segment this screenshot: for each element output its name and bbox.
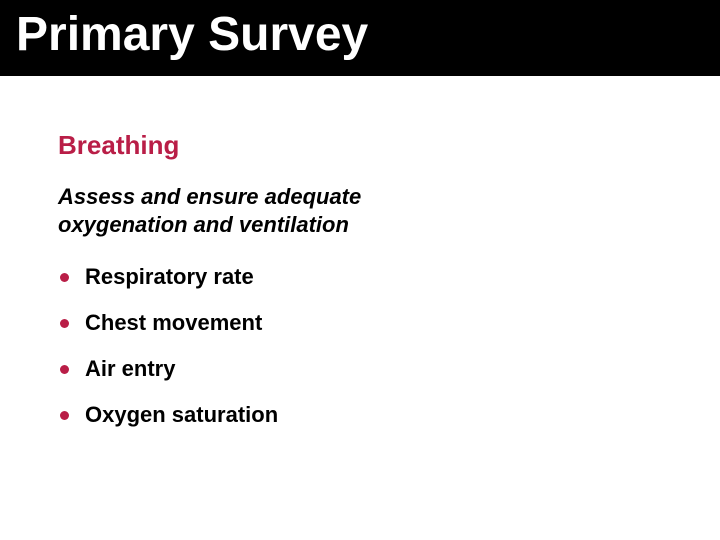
bullet-icon	[60, 411, 69, 420]
content-area: Breathing Assess and ensure adequate oxy…	[58, 130, 658, 448]
bullet-icon	[60, 365, 69, 374]
list-item-label: Air entry	[85, 356, 175, 382]
title-bar: Primary Survey	[0, 0, 720, 76]
list-item: Oxygen saturation	[58, 402, 658, 428]
section-description: Assess and ensure adequate oxygenation a…	[58, 183, 418, 238]
bullet-icon	[60, 319, 69, 328]
bullet-icon	[60, 273, 69, 282]
list-item-label: Oxygen saturation	[85, 402, 278, 428]
bullet-list: Respiratory rate Chest movement Air entr…	[58, 264, 658, 428]
list-item-label: Respiratory rate	[85, 264, 254, 290]
section-heading: Breathing	[58, 130, 658, 161]
slide-title: Primary Survey	[16, 10, 704, 60]
slide: { "title": { "text": "Primary Survey", "…	[0, 0, 720, 540]
list-item: Respiratory rate	[58, 264, 658, 290]
list-item: Air entry	[58, 356, 658, 382]
list-item-label: Chest movement	[85, 310, 262, 336]
list-item: Chest movement	[58, 310, 658, 336]
